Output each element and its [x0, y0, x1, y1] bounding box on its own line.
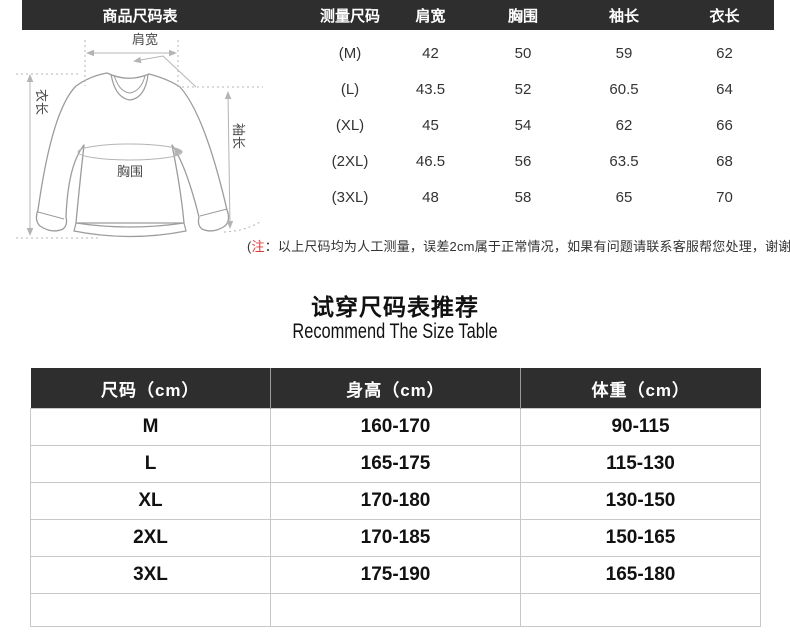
sleeve-length-label: 袖长 — [231, 122, 246, 149]
weight-cell — [520, 593, 761, 627]
sleeve-value: 63.5 — [609, 152, 639, 170]
chest-value: 56 — [514, 152, 532, 170]
chest-value: 52 — [514, 81, 532, 99]
measure-row: (XL) 45 54 62 66 — [258, 108, 774, 144]
col-header-weight: 体重（cm） — [520, 368, 761, 409]
length-value: 70 — [716, 188, 733, 206]
shoulder-value: 42 — [422, 45, 439, 63]
weight-cell: 115-130 — [520, 445, 761, 483]
size-cell: L — [30, 445, 271, 483]
measure-row: (L) 43.5 52 60.5 64 — [258, 72, 774, 108]
weight-cell: 165-180 — [520, 556, 761, 594]
size-cell — [30, 593, 271, 627]
measure-row: (3XL) 48 58 65 70 — [258, 179, 774, 215]
recommend-row: XL 170-180 130-150 — [30, 482, 761, 520]
shoulder-value: 45 — [422, 116, 439, 134]
recommend-row: M 160-170 90-115 — [30, 408, 761, 446]
col-header-height: 身高（cm） — [270, 368, 521, 409]
recommend-row: L 165-175 115-130 — [30, 445, 761, 483]
length-value: 62 — [716, 45, 733, 63]
recommend-row: 3XL 175-190 165-180 — [30, 556, 761, 594]
note-keyword: 注 — [251, 239, 265, 254]
size-label: (M) — [338, 45, 362, 63]
weight-cell: 90-115 — [520, 408, 761, 446]
length-value: 68 — [716, 152, 733, 170]
chest-value: 54 — [514, 116, 532, 134]
height-cell: 165-175 — [270, 445, 521, 483]
recommend-subtitle: Recommend The Size Table — [292, 320, 498, 343]
col-header-measure-size: 测量尺码 — [319, 7, 380, 25]
measure-table-header: 商品尺码表 测量尺码 肩宽 胸围 袖长 衣长 — [22, 0, 774, 30]
shoulder-value: 48 — [422, 188, 439, 206]
garment-length-label: 衣长 — [34, 88, 49, 115]
weight-cell: 130-150 — [520, 482, 761, 520]
chest-value: 50 — [514, 45, 532, 63]
shirt-outline-drawing — [16, 40, 263, 239]
weight-cell: 150-165 — [520, 519, 761, 557]
shoulder-width-label: 肩宽 — [131, 32, 158, 47]
size-cell: M — [30, 408, 271, 446]
length-value: 64 — [716, 81, 733, 99]
height-cell: 175-190 — [270, 556, 521, 594]
chest-label: 胸围 — [116, 164, 143, 179]
note-text: ：以上尺码均为人工测量，误差2cm属于正常情况，如果有问题请联系客服帮您处理，谢… — [264, 239, 790, 254]
col-header-length: 衣长 — [709, 7, 740, 25]
recommend-row-empty — [30, 593, 761, 627]
shoulder-value: 46.5 — [415, 152, 446, 170]
recommend-row: 2XL 170-185 150-165 — [30, 519, 761, 557]
shoulder-value: 43.5 — [415, 81, 446, 99]
size-label: (2XL) — [331, 152, 369, 170]
col-header-shoulder: 肩宽 — [415, 7, 446, 25]
height-cell: 160-170 — [270, 408, 521, 446]
measure-row: (2XL) 46.5 56 63.5 68 — [258, 143, 774, 179]
col-header-chest: 胸围 — [507, 7, 538, 25]
size-label: (XL) — [335, 116, 365, 134]
measure-table-body: (M) 42 50 59 62 (L) 43.5 52 60.5 64 (XL)… — [258, 36, 774, 215]
recommend-header-row: 尺码（cm） 身高（cm） 体重（cm） — [30, 368, 761, 409]
recommend-title: 试穿尺码表推荐 — [311, 294, 479, 320]
note-paren: ( — [247, 239, 252, 254]
height-cell — [270, 593, 521, 627]
size-cell: 2XL — [30, 519, 271, 557]
size-chart-title: 商品尺码表 — [102, 7, 178, 25]
chest-value: 58 — [514, 188, 532, 206]
sleeve-value: 59 — [615, 45, 633, 63]
col-header-sleeve: 袖长 — [608, 7, 639, 25]
measure-row: (M) 42 50 59 62 — [258, 36, 774, 72]
measurement-note: (注：以上尺码均为人工测量，误差2cm属于正常情况，如果有问题请联系客服帮您处理… — [247, 236, 790, 255]
recommend-size-table: 尺码（cm） 身高（cm） 体重（cm） M 160-170 90-115 L … — [30, 368, 761, 627]
sleeve-value: 65 — [615, 188, 633, 206]
sleeve-value: 62 — [615, 116, 633, 134]
length-value: 66 — [716, 116, 733, 134]
size-cell: XL — [30, 482, 271, 520]
shirt-diagram: 肩宽 胸围 衣长 袖长 — [0, 30, 270, 245]
col-header-size: 尺码（cm） — [30, 368, 271, 409]
height-cell: 170-180 — [270, 482, 521, 520]
size-cell: 3XL — [30, 556, 271, 594]
height-cell: 170-185 — [270, 519, 521, 557]
size-label: (L) — [340, 81, 360, 99]
size-label: (3XL) — [331, 188, 369, 206]
sleeve-value: 60.5 — [609, 81, 639, 99]
